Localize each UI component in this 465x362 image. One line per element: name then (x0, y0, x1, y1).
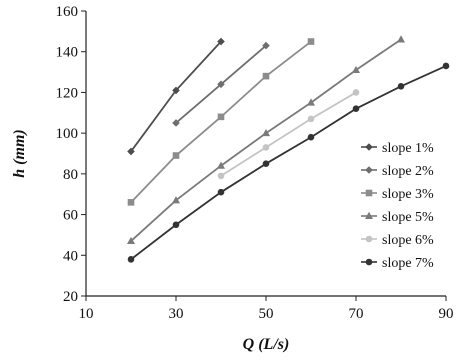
y-tick-label: 80 (63, 167, 78, 183)
data-point (217, 113, 225, 121)
legend-label: slope 2% (382, 164, 434, 179)
y-tick-label: 100 (56, 126, 79, 142)
series-1 (127, 37, 225, 156)
legend-label: slope 1% (382, 141, 434, 156)
data-point (262, 128, 270, 137)
series-3 (127, 38, 315, 206)
legend-label: slope 6% (382, 233, 434, 248)
y-tick-label: 40 (63, 248, 78, 264)
x-tick-label: 30 (169, 306, 184, 322)
x-tick-label: 70 (349, 306, 364, 322)
data-point (217, 172, 225, 180)
data-point (397, 83, 405, 90)
data-point (442, 62, 450, 70)
series-line (220, 91, 357, 177)
legend-marker (365, 189, 373, 197)
legend-marker (365, 235, 373, 243)
data-point (172, 221, 180, 229)
data-point (352, 65, 360, 74)
data-point (127, 256, 135, 263)
legend-marker (365, 258, 373, 266)
data-point (172, 152, 180, 159)
data-point (217, 37, 225, 46)
legend-marker (365, 143, 373, 151)
y-tick-label: 160 (56, 4, 79, 20)
data-point (262, 41, 270, 50)
data-point (127, 199, 135, 206)
series-group (127, 35, 450, 263)
series-5 (217, 89, 360, 180)
y-tick-label: 20 (63, 289, 78, 305)
series-2 (172, 41, 270, 127)
y-tick-label: 60 (63, 208, 78, 224)
legend-marker (365, 166, 373, 174)
data-point (307, 98, 315, 106)
data-point (397, 35, 405, 43)
legend: slope 1% slope 2% slope 3% slope 5% slope 6%… (361, 141, 434, 271)
x-tick-label: 10 (79, 306, 94, 322)
data-point (262, 160, 270, 167)
data-point (127, 147, 135, 156)
legend-marker (365, 211, 373, 219)
data-point (307, 115, 315, 123)
legend-label: slope 7% (382, 256, 434, 271)
data-point (172, 86, 180, 95)
data-point (307, 133, 315, 141)
data-point (172, 196, 180, 204)
data-point (172, 119, 180, 127)
legend-item: slope 1% (361, 141, 434, 156)
x-axis-title: Q (L/s) (243, 336, 290, 353)
legend-item: slope 7% (361, 256, 434, 271)
legend-item: slope 6% (361, 233, 434, 248)
x-axis-ticks: 10 30 50 70 90 (79, 296, 454, 322)
legend-item: slope 5% (361, 210, 434, 225)
x-tick-label: 50 (259, 306, 274, 322)
data-point (217, 188, 225, 196)
legend-label: slope 5% (382, 210, 434, 225)
legend-item: slope 3% (361, 187, 434, 202)
data-point (307, 38, 315, 45)
series-line (130, 38, 402, 242)
data-point (127, 236, 135, 245)
legend-label: slope 3% (382, 187, 434, 202)
data-point (352, 89, 360, 96)
data-point (262, 72, 270, 80)
legend-item: slope 2% (361, 164, 434, 179)
y-tick-label: 140 (56, 45, 79, 61)
data-point (217, 80, 225, 89)
x-tick-label: 90 (439, 306, 454, 322)
data-point (217, 161, 225, 169)
y-axis-title: h (mm) (11, 129, 28, 177)
series-4 (127, 35, 405, 245)
y-axis-ticks: 20 40 60 80 100 120 140 160 (56, 4, 86, 305)
series-line (130, 65, 447, 261)
data-point (262, 144, 270, 151)
series-6 (127, 62, 450, 263)
y-tick-label: 120 (56, 85, 79, 101)
data-point (352, 105, 360, 113)
